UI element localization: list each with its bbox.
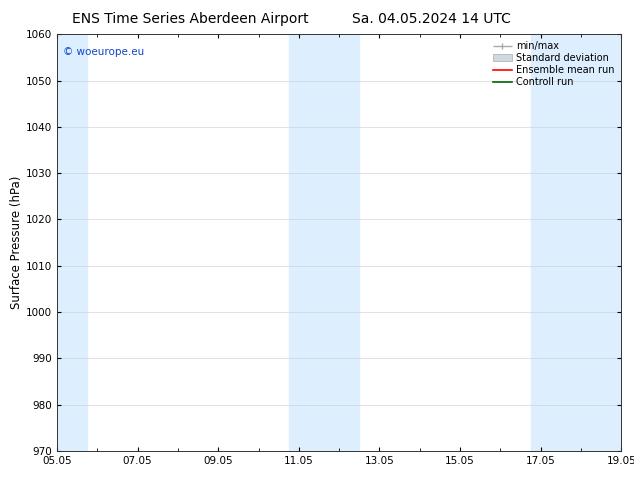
Text: © woeurope.eu: © woeurope.eu xyxy=(63,47,144,57)
Y-axis label: Surface Pressure (hPa): Surface Pressure (hPa) xyxy=(10,176,23,309)
Legend: min/max, Standard deviation, Ensemble mean run, Controll run: min/max, Standard deviation, Ensemble me… xyxy=(491,39,616,89)
Bar xyxy=(37,34,87,451)
Text: ENS Time Series Aberdeen Airport: ENS Time Series Aberdeen Airport xyxy=(72,12,309,26)
Bar xyxy=(289,34,359,451)
Text: Sa. 04.05.2024 14 UTC: Sa. 04.05.2024 14 UTC xyxy=(352,12,510,26)
Bar xyxy=(531,34,634,451)
